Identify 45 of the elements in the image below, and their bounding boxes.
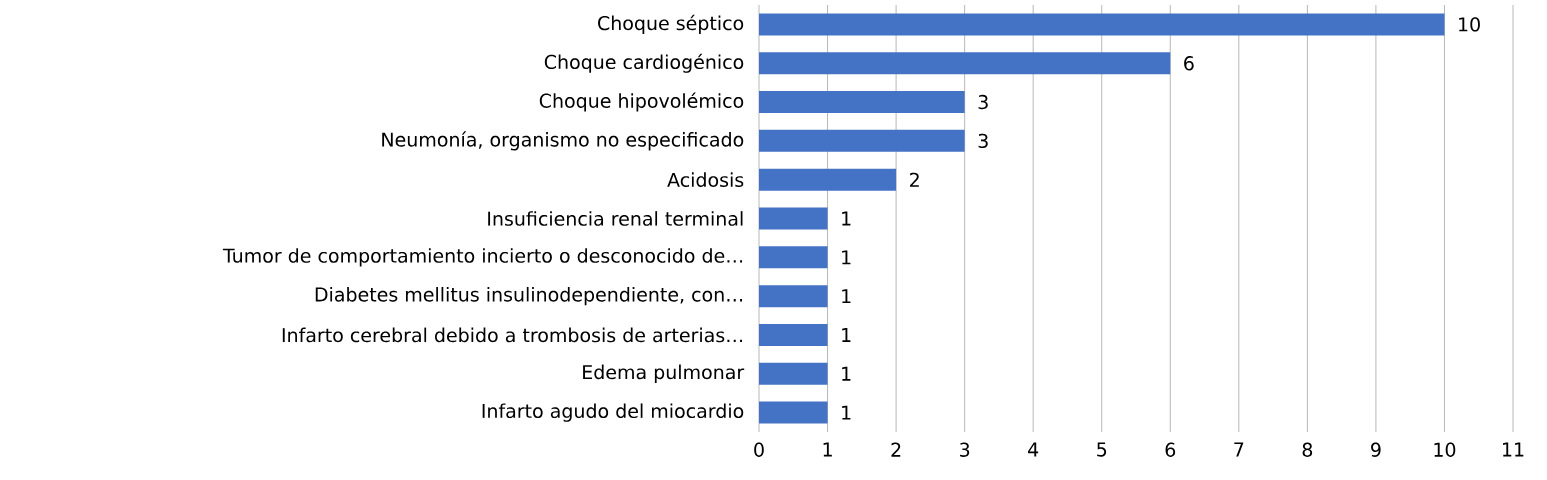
bar: [759, 13, 1445, 36]
bar: [759, 91, 965, 114]
data-label: 3: [978, 133, 988, 149]
y-tick-label: Diabetes mellitus insulinodependiente, con…: [315, 286, 743, 306]
data-label: 1: [842, 289, 851, 304]
data-label: 1: [842, 211, 851, 226]
x-tick-label: 5: [1097, 442, 1107, 457]
x-tick-label: 3: [960, 442, 970, 457]
bar: [759, 168, 897, 191]
data-label: 1: [842, 328, 851, 342]
data-label: 10: [1459, 17, 1480, 32]
bar: [759, 362, 828, 385]
bar: [759, 52, 1171, 75]
x-tick-label: 11: [1503, 442, 1524, 457]
y-tick-label: Choque séptico: [598, 14, 744, 34]
bar: [759, 207, 828, 230]
data-label: 3: [978, 94, 988, 110]
x-tick-label: 9: [1371, 442, 1381, 457]
y-tick-label: Tumor de comportamiento incierto o desconocido de…: [222, 248, 743, 267]
x-tick-label: 6: [1165, 442, 1176, 457]
bar: [759, 285, 828, 308]
y-tick-label: Acidosis: [667, 172, 744, 188]
x-tick-label: 4: [1028, 442, 1039, 457]
x-tick-label: 8: [1302, 442, 1313, 457]
x-tick-label: 1: [823, 442, 832, 457]
x-tick-label: 2: [891, 442, 901, 457]
bar: [759, 401, 828, 424]
y-tick-label: Insuficiencia renal terminal: [488, 211, 743, 226]
data-label: 2: [910, 172, 919, 187]
data-label: 1: [842, 405, 851, 420]
x-tick-label: 7: [1234, 442, 1244, 457]
bar: [759, 129, 965, 152]
y-tick-label: Infarto cerebral debido a trombosis de arterias…: [282, 327, 743, 343]
y-tick-label: Choque hipovolémico: [539, 92, 744, 112]
y-tick-label: Edema pulmonar: [583, 364, 745, 383]
bar: [759, 246, 828, 269]
data-label: 6: [1184, 56, 1194, 71]
bar: [759, 323, 828, 346]
y-tick-label: Choque cardiogénico: [544, 53, 744, 73]
y-tick-label: Neumonía, organismo no especificado: [382, 131, 744, 151]
data-label: 1: [842, 366, 851, 381]
data-label: 1: [842, 250, 851, 265]
x-tick-label: 10: [1434, 442, 1456, 457]
y-tick-label: Infarto agudo del miocardio: [482, 403, 744, 422]
x-tick-label: 0: [754, 442, 764, 457]
